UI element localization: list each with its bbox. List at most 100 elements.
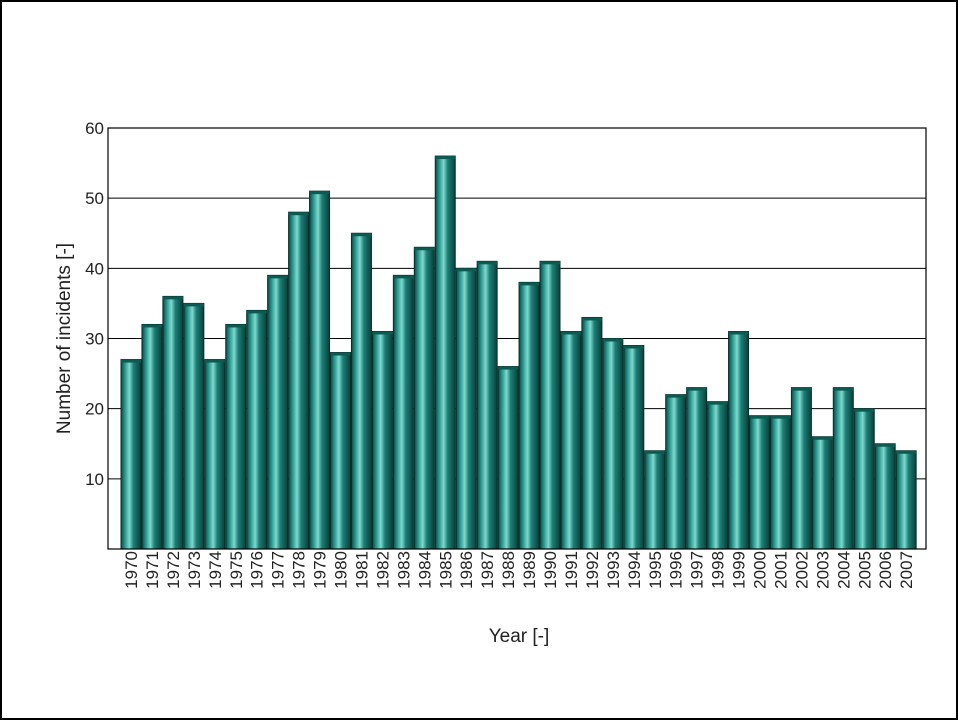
bar-top-1974 (204, 359, 225, 363)
bar-top-1975 (225, 324, 246, 328)
x-tick-label-1973: 1973 (185, 551, 204, 589)
bar-2004 (832, 387, 854, 550)
x-tick-label-1972: 1972 (164, 551, 183, 589)
bar-1993 (602, 338, 624, 550)
x-tick-label-2006: 2006 (876, 551, 895, 589)
bar-2000 (749, 415, 770, 550)
bar-1981 (350, 232, 372, 550)
bar-1994 (623, 345, 645, 550)
x-tick-label-2002: 2002 (792, 551, 811, 589)
bar-1988 (497, 366, 519, 550)
bar-1972 (162, 295, 184, 550)
x-tick-label-1986: 1986 (457, 551, 476, 589)
x-tick-label-1995: 1995 (646, 551, 665, 589)
bar-1992 (581, 316, 603, 550)
bar-top-2007 (896, 450, 917, 454)
bar-1980 (330, 352, 351, 550)
bar-1995 (644, 450, 666, 550)
bar-top-1992 (581, 317, 602, 321)
x-tick-label-1980: 1980 (332, 551, 351, 589)
x-tick-label-1987: 1987 (478, 551, 497, 589)
x-tick-label-1992: 1992 (583, 551, 602, 589)
x-tick-label-2005: 2005 (855, 551, 874, 589)
bar-top-2000 (749, 415, 770, 419)
x-tick-label-2007: 2007 (897, 551, 916, 589)
x-tick-label-1989: 1989 (520, 551, 539, 589)
bar-top-1971 (141, 324, 162, 328)
y-tick-label: 20 (85, 400, 104, 419)
x-tick-label-1974: 1974 (206, 551, 225, 589)
bar-1998 (707, 401, 729, 550)
x-tick-label-1977: 1977 (269, 551, 288, 589)
bar-top-2001 (770, 415, 791, 419)
bar-top-1978 (288, 212, 309, 216)
bar-2001 (769, 415, 791, 550)
bar-2006 (874, 443, 896, 550)
x-tick-label-1979: 1979 (311, 551, 330, 589)
bar-1979 (309, 190, 331, 550)
bar-top-1981 (351, 233, 372, 237)
bar-top-1994 (623, 345, 644, 349)
bar-top-1985 (435, 156, 456, 160)
bar-1976 (246, 309, 268, 550)
x-tick-label-1976: 1976 (248, 551, 267, 589)
x-tick-label-1994: 1994 (625, 551, 644, 589)
x-tick-label-1991: 1991 (562, 551, 581, 589)
bars (120, 155, 917, 550)
bar-2002 (790, 387, 812, 550)
bar-top-1990 (540, 261, 560, 265)
x-tick-label-1978: 1978 (290, 551, 309, 589)
x-tick-label-2000: 2000 (751, 551, 770, 589)
bar-top-2004 (833, 387, 854, 391)
y-axis-title: Number of incidents [-] (54, 243, 75, 434)
bar-top-1996 (665, 394, 686, 398)
y-tick-label: 60 (85, 119, 104, 138)
bar-top-1993 (602, 338, 623, 342)
bar-2003 (811, 436, 833, 550)
bar-1984 (413, 246, 435, 550)
bar-top-1982 (372, 331, 393, 335)
x-tick-label-1999: 1999 (730, 551, 749, 589)
y-axis-ticks: 10 20 30 40 50 60 (85, 119, 104, 489)
x-tick-label-1990: 1990 (541, 551, 560, 589)
x-tick-label-1996: 1996 (667, 551, 686, 589)
x-tick-label-1971: 1971 (143, 551, 162, 589)
y-tick-label: 10 (85, 470, 104, 489)
bar-2005 (853, 408, 875, 550)
bar-top-2002 (791, 387, 812, 391)
bar-1982 (371, 330, 393, 550)
plot-area-border (107, 127, 927, 550)
bar-top-1987 (477, 261, 498, 265)
bar-2007 (895, 450, 917, 550)
bar-1978 (288, 211, 310, 550)
x-tick-label-1982: 1982 (373, 551, 392, 589)
bar-top-1998 (707, 401, 728, 405)
bar-1974 (204, 359, 226, 550)
bar-top-1984 (414, 247, 435, 251)
bar-1987 (476, 260, 498, 550)
bar-1971 (141, 323, 163, 550)
bar-1997 (686, 387, 708, 550)
x-tick-label-1985: 1985 (436, 551, 455, 589)
bar-top-1977 (267, 275, 288, 279)
x-tick-label-2003: 2003 (813, 551, 832, 589)
bar-top-1988 (498, 366, 519, 370)
y-tick-label: 40 (85, 259, 104, 278)
bar-top-1991 (560, 331, 581, 335)
x-axis-ticks: 1970 1971 1972 1973 1974 1975 1976 1977 1978 1979… (122, 551, 916, 589)
x-tick-label-2001: 2001 (771, 551, 790, 589)
bar-1986 (455, 267, 477, 550)
x-tick-label-1998: 1998 (709, 551, 728, 589)
bar-1991 (560, 330, 582, 550)
bar-1989 (518, 281, 540, 550)
bar-top-1972 (162, 296, 183, 300)
bar-1973 (183, 302, 205, 550)
x-tick-label-1984: 1984 (415, 551, 434, 589)
bar-top-1995 (644, 450, 665, 454)
bar-top-2005 (854, 408, 875, 412)
bar-top-1999 (728, 331, 749, 335)
bar-1999 (728, 330, 750, 550)
bar-top-1989 (519, 282, 540, 286)
bar-top-1973 (183, 303, 204, 307)
